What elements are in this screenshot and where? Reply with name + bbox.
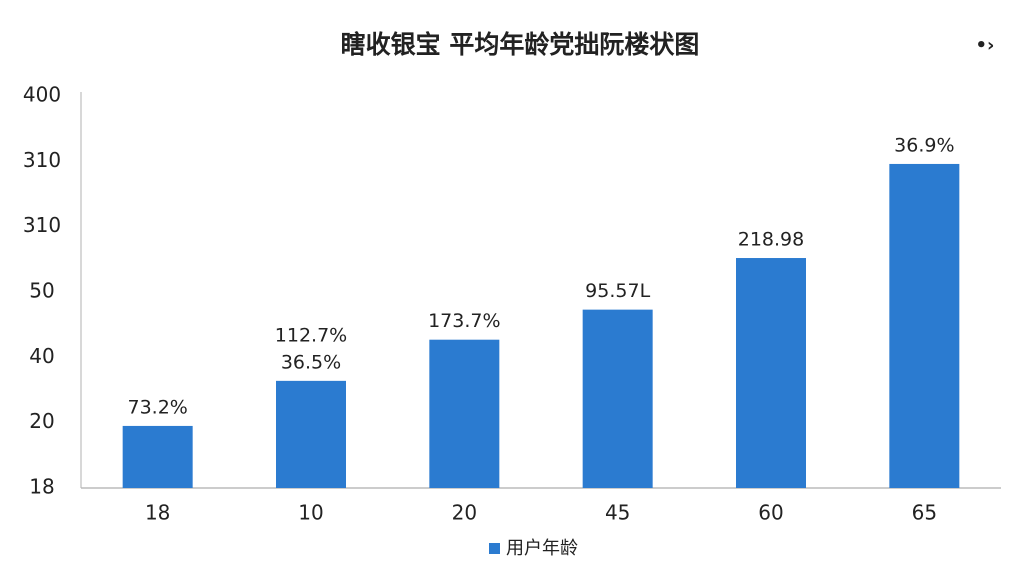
data-label: 73.2%	[127, 396, 187, 418]
data-label: 218.98	[738, 229, 804, 251]
x-tick-label: 18	[145, 501, 170, 525]
bar	[889, 163, 960, 489]
y-tick-label: 18	[29, 475, 54, 499]
x-tick-label: 20	[452, 501, 477, 525]
data-label: 112.7%	[275, 324, 347, 346]
y-tick-label: 20	[29, 409, 54, 433]
bar	[736, 258, 806, 488]
data-label: 173.7%	[428, 310, 500, 332]
data-label: 36.5%	[281, 351, 341, 373]
data-label: 95.57L	[585, 280, 650, 302]
y-tick-label: 50	[29, 279, 54, 303]
bar	[582, 309, 653, 488]
y-tick-label: 310	[23, 148, 61, 172]
bar	[429, 339, 500, 488]
x-tick-label: 60	[758, 501, 783, 525]
data-label: 36.9%	[894, 134, 954, 156]
y-tick-label: 310	[23, 213, 61, 237]
x-tick-label: 45	[605, 501, 630, 525]
x-tick-label: 10	[298, 501, 323, 525]
bar	[276, 380, 346, 488]
x-tick-label: 65	[912, 501, 937, 525]
y-tick-label: 400	[23, 83, 61, 107]
more-icon[interactable]: •›	[976, 35, 995, 56]
bar	[122, 425, 193, 488]
legend-label: 用户年龄	[506, 538, 578, 559]
legend-swatch	[489, 543, 500, 554]
chart-title: 瞎收银宝 平均年龄党拙阮楼状图	[341, 30, 700, 59]
y-tick-label: 40	[29, 344, 54, 368]
